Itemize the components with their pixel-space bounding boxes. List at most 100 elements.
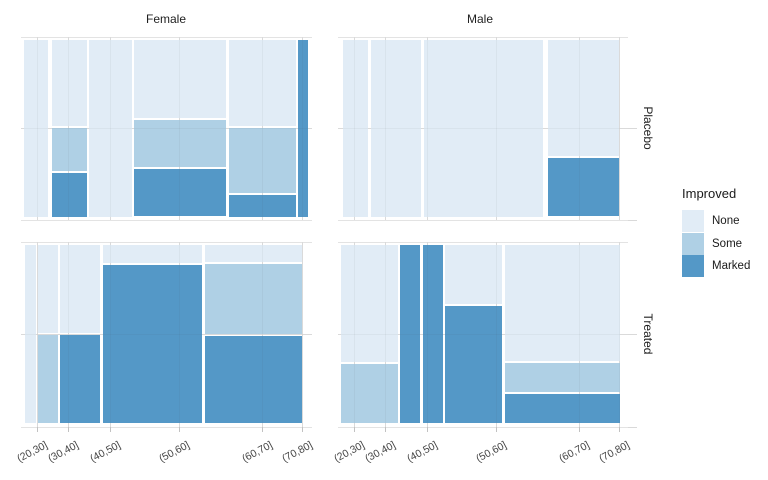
gridline-v-female-placebo-4 [262,36,264,220]
segment-none [548,40,620,157]
mosaic-bar-female-placebo-(50,60] [134,40,226,217]
gridline-h-female-placebo-2 [21,219,312,221]
x-tick-label-male-treated-3: (50,60] [474,439,509,465]
segment-none [424,40,544,217]
x-tick-female-treated-2 [110,427,111,432]
segment-marked [60,335,100,423]
segment-none [445,245,502,304]
mosaic-bar-female-treated-(20,30] [25,245,36,423]
segment-marked [548,158,620,217]
mosaic-bar-male-placebo-(20,30] [343,40,368,217]
gridline-v-overlay-female-treated-3 [179,241,181,427]
segment-none [60,245,100,333]
x-tick-male-treated-0 [353,427,355,432]
gridline-v-overlay-male-placebo-5 [618,36,620,220]
gridline-v-overlay-female-treated-4 [262,241,264,427]
mosaic-bar-male-placebo-(30,40] [371,40,421,217]
legend-label-none: None [712,215,740,227]
segment-none [371,40,421,217]
mosaic-bar-female-placebo-(60,70] [228,40,296,217]
gridline-v-female-treated-0 [37,241,38,427]
gridline-v-female-treated-5 [302,241,303,427]
mosaic-bar-male-treated-(60,70] [504,245,621,423]
gridline-v-overlay-male-placebo-2 [426,36,428,220]
x-tick-male-treated-3 [496,427,497,432]
segment-none [134,40,226,119]
segment-marked [445,305,502,423]
gridline-v-overlay-female-placebo-3 [179,36,181,220]
segment-marked [134,169,226,217]
segment-none [25,245,36,423]
mosaic-bar-female-treated-(50,60] [103,245,202,423]
segment-none [504,245,621,361]
gridline-v-overlay-female-treated-2 [110,241,111,427]
gridline-v-overlay-male-treated-1 [385,241,386,427]
segment-marked [400,245,420,423]
x-tick-female-treated-3 [179,427,181,432]
gridline-v-female-treated-4 [262,241,264,427]
mosaic-bar-female-treated-(60,70] [205,245,302,423]
legend-item-none: None [682,210,768,232]
x-tick-label-female-treated-3: (50,60] [157,439,192,465]
segment-some [134,120,226,168]
gridline-v-overlay-male-treated-2 [426,241,428,427]
gridline-h-female-treated-2 [21,426,312,428]
segment-none [341,245,399,363]
gridline-v-overlay-female-placebo-1 [68,36,70,220]
x-tick-female-treated-0 [37,427,38,432]
gridline-v-overlay-male-treated-0 [353,241,355,427]
x-tick-male-treated-2 [426,427,428,432]
segment-some [52,128,87,172]
facet-strip-treated: Treated [641,313,655,355]
segment-some [37,335,58,423]
mosaic-bar-female-placebo-(30,40] [52,40,87,217]
segment-none [228,40,296,127]
gridline-v-overlay-male-placebo-0 [353,36,355,220]
segment-marked [423,245,443,423]
legend-title: Improved [682,186,737,201]
legend-swatch-some [682,232,704,255]
gridline-v-overlay-male-treated-3 [496,241,497,427]
x-tick-female-treated-5 [302,427,303,432]
x-tick-male-treated-5 [618,427,620,432]
mosaic-bar-female-placebo-(40,50] [89,40,132,217]
mosaic-bar-male-placebo-(40,50] [424,40,544,217]
legend-swatch-marked [682,255,704,278]
gridline-v-overlay-male-treated-4 [579,241,580,427]
segment-marked [52,173,87,217]
gridline-h-overlay-male-placebo [338,128,628,130]
gridline-v-overlay-male-placebo-3 [496,36,497,220]
legend-item-marked: Marked [682,255,768,278]
gridline-h-male-placebo-0 [338,36,628,38]
x-tick-female-treated-4 [262,427,264,432]
mosaic-bar-female-treated-(40,50] [60,245,100,423]
gridline-v-overlay-female-placebo-2 [110,36,111,220]
segment-marked [228,194,296,217]
gridline-h-overlay-male-treated [338,334,628,335]
facet-strip-female: Female [145,12,187,26]
gridline-h-overlay-female-placebo [21,128,312,130]
gridline-v-overlay-female-treated-1 [68,241,70,427]
gridline-h-male-treated-0 [338,241,628,243]
side-tick-male-treated-1 [628,426,637,428]
segment-none [89,40,132,217]
segment-none [37,245,58,333]
mosaic-bar-male-treated-(40,50] [423,245,443,423]
gridline-v-overlay-female-treated-5 [302,241,303,427]
facet-strip-male: Male [466,12,494,26]
mosaic-bar-male-treated-(30,40] [400,245,420,423]
segment-marked [298,40,309,217]
mosaic-bar-female-treated-(30,40] [37,245,58,423]
gridline-v-female-treated-1 [68,241,70,427]
x-tick-male-treated-1 [385,427,386,432]
segment-none [205,245,302,263]
segment-marked [103,264,202,423]
side-tick-male-treated-0 [628,334,637,335]
gridline-v-overlay-female-placebo-5 [302,36,303,220]
segment-none [24,40,49,217]
mosaic-bar-female-placebo-(70,80] [298,40,309,217]
mosaic-bar-female-placebo-(20,30] [24,40,49,217]
side-tick-male-placebo-1 [628,219,637,221]
gridline-v-overlay-female-treated-0 [37,241,38,427]
